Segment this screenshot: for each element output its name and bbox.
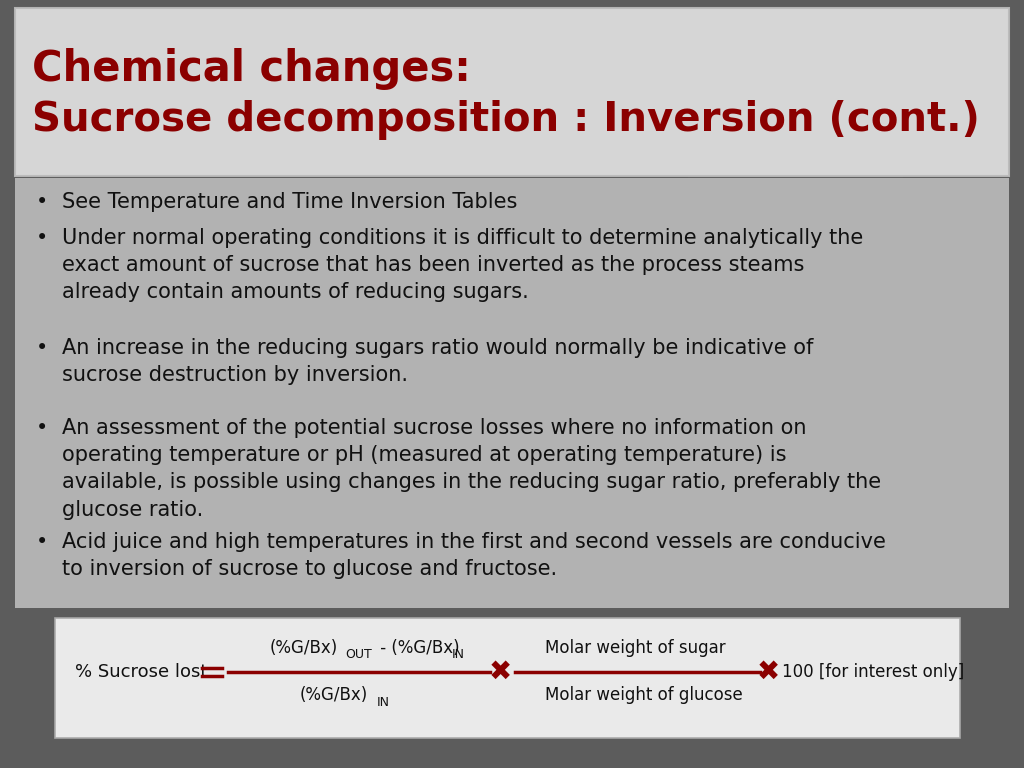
Text: Molar weight of sugar: Molar weight of sugar xyxy=(545,639,726,657)
Text: (%G/Bx): (%G/Bx) xyxy=(270,639,338,657)
Text: •: • xyxy=(36,532,48,552)
Bar xyxy=(303,406,403,433)
Text: See Temperature and Time Inversion Tables: See Temperature and Time Inversion Table… xyxy=(62,192,517,212)
Text: •: • xyxy=(36,338,48,358)
Bar xyxy=(443,210,607,226)
Text: •: • xyxy=(36,228,48,248)
Bar xyxy=(15,178,1009,608)
Bar xyxy=(613,43,801,60)
Bar xyxy=(15,8,1009,176)
Bar xyxy=(138,35,250,61)
Text: 100 [for interest only]: 100 [for interest only] xyxy=(782,663,965,681)
Bar xyxy=(55,618,961,738)
Text: (%G/Bx): (%G/Bx) xyxy=(300,686,369,704)
Text: Acid juice and high temperatures in the first and second vessels are conducive
t: Acid juice and high temperatures in the … xyxy=(62,532,886,579)
Text: OUT: OUT xyxy=(345,647,372,660)
Text: Sucrose decomposition : Inversion (cont.): Sucrose decomposition : Inversion (cont.… xyxy=(32,100,980,140)
Text: IN: IN xyxy=(377,696,390,709)
Text: ✖: ✖ xyxy=(488,658,512,686)
Text: Molar weight of glucose: Molar weight of glucose xyxy=(545,686,742,704)
Text: •: • xyxy=(36,418,48,438)
Text: IN: IN xyxy=(452,647,465,660)
Bar xyxy=(161,346,215,370)
Text: •: • xyxy=(36,192,48,212)
Text: An increase in the reducing sugars ratio would normally be indicative of
sucrose: An increase in the reducing sugars ratio… xyxy=(62,338,813,386)
Bar xyxy=(68,103,256,120)
Bar xyxy=(289,220,369,231)
Text: % Sucrose lost: % Sucrose lost xyxy=(75,663,208,681)
Bar xyxy=(255,557,322,584)
Bar xyxy=(167,220,226,231)
Bar xyxy=(292,389,368,418)
Text: An assessment of the potential sucrose losses where no information on
operating : An assessment of the potential sucrose l… xyxy=(62,418,881,520)
Text: - (%G/Bx): - (%G/Bx) xyxy=(375,639,460,657)
Bar xyxy=(782,521,887,545)
Text: ✖: ✖ xyxy=(757,658,779,686)
Bar xyxy=(227,446,486,467)
Text: Chemical changes:: Chemical changes: xyxy=(32,48,471,90)
Bar xyxy=(122,230,327,257)
Bar xyxy=(756,89,849,117)
Bar xyxy=(397,300,589,313)
Bar xyxy=(707,114,794,123)
Bar xyxy=(424,564,584,593)
Bar xyxy=(455,179,659,184)
Bar xyxy=(613,581,743,588)
Text: Under normal operating conditions it is difficult to determine analytically the
: Under normal operating conditions it is … xyxy=(62,228,863,303)
Bar xyxy=(335,52,416,58)
